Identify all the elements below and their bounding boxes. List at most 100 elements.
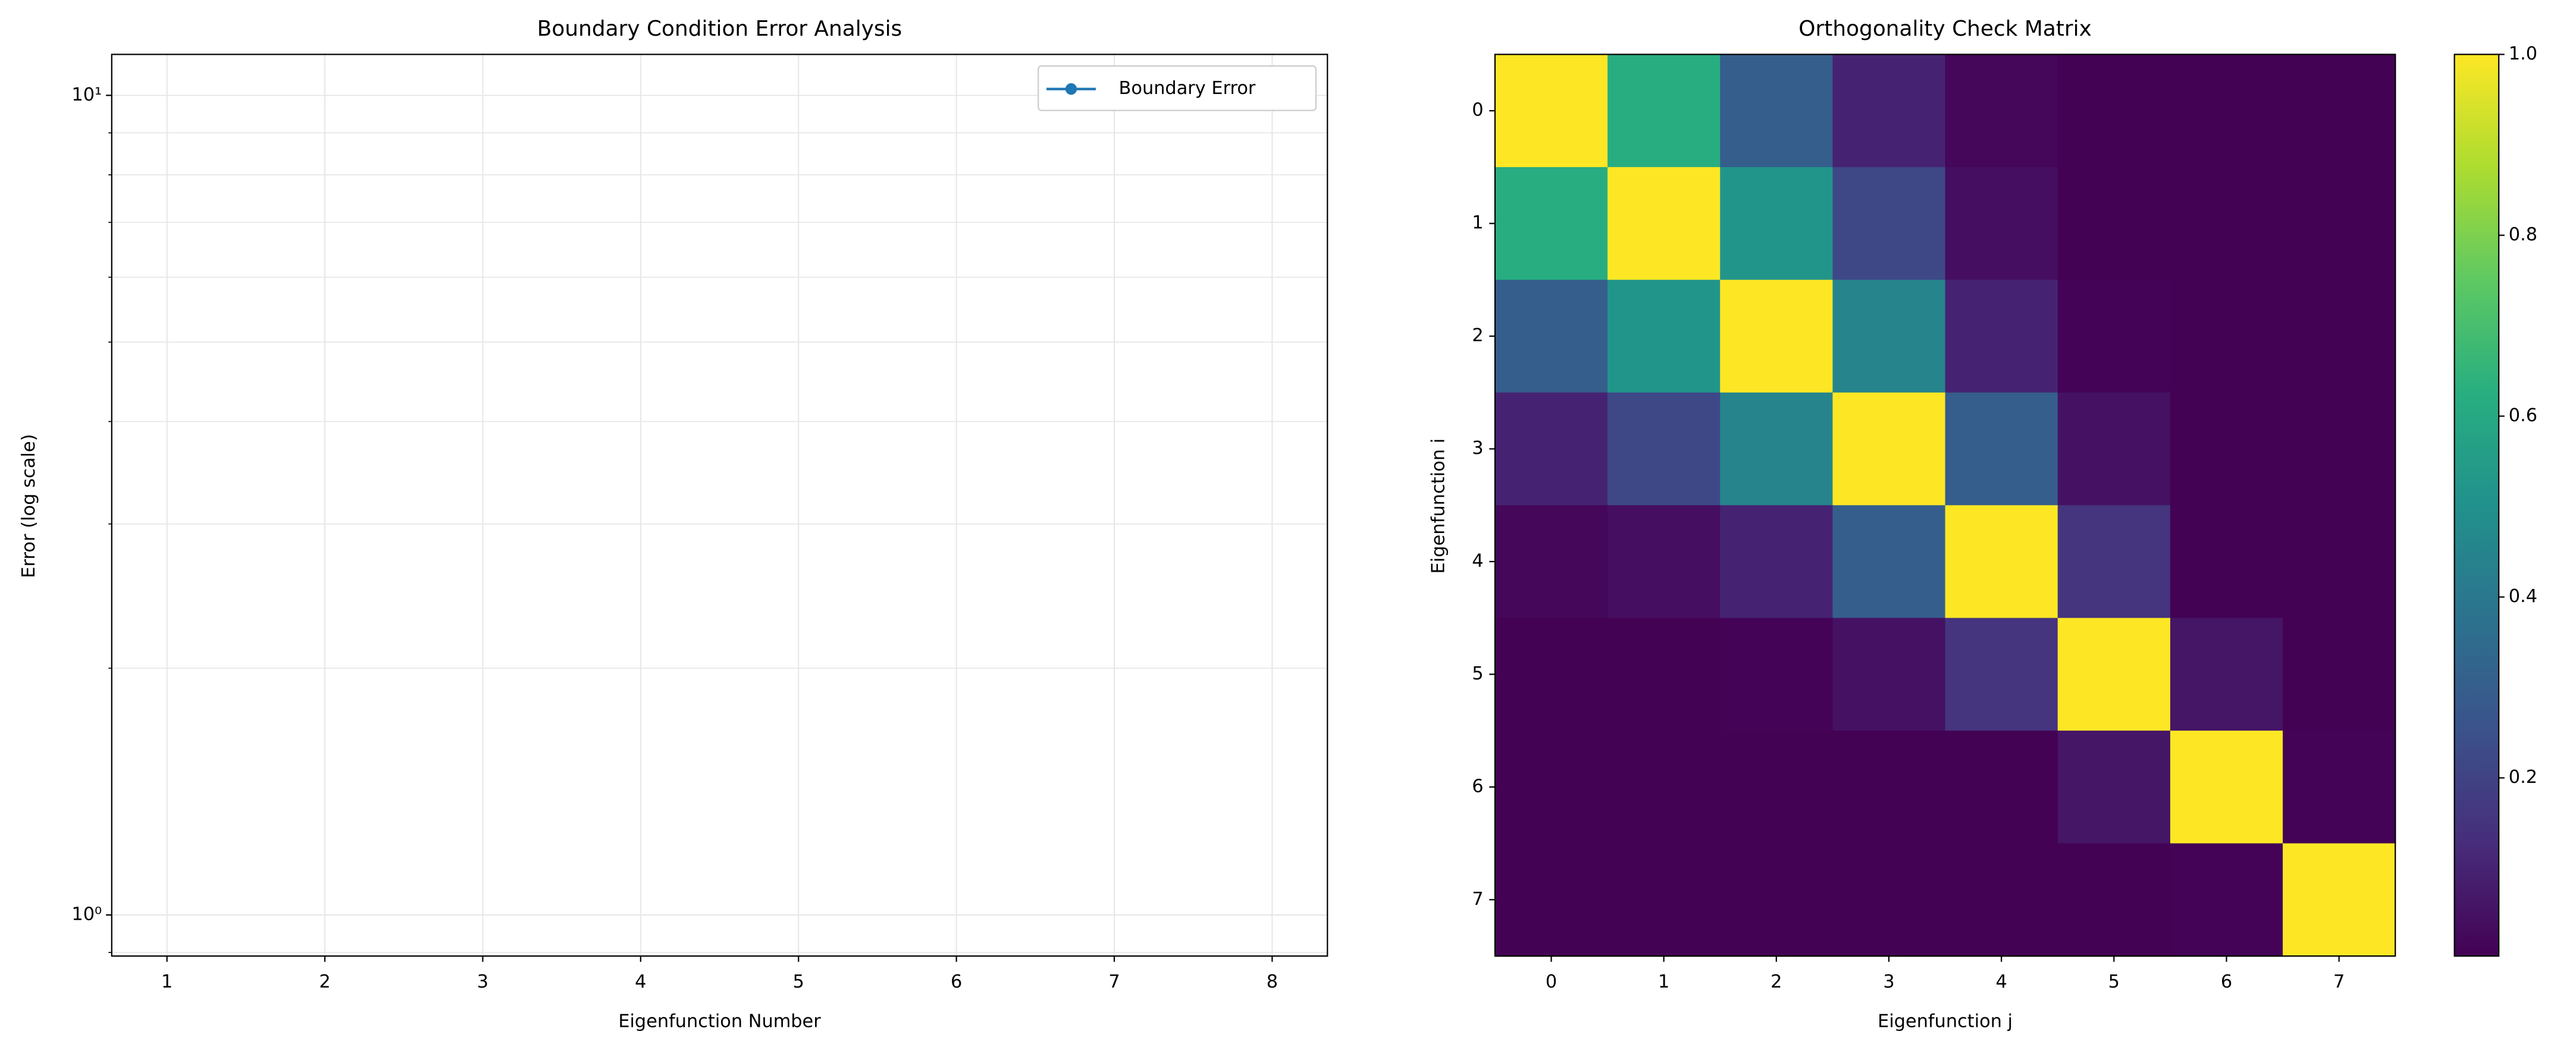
- heatmap-cell: [1832, 392, 1946, 506]
- heatmap-cell: [2170, 392, 2284, 506]
- x-axis-label: Eigenfunction Number: [618, 1011, 821, 1032]
- heatmap-cell: [1607, 392, 1721, 506]
- heatmap-cell: [1607, 731, 1721, 844]
- heatmap-cell: [1720, 167, 1834, 281]
- heatmap-cell: [2170, 167, 2284, 281]
- y-axis-label: Eigenfunction i: [1428, 438, 1449, 574]
- heatmap-cell: [2283, 618, 2396, 732]
- y-tick-label: 7: [1472, 889, 1483, 910]
- heatmap-cell: [1494, 167, 1609, 281]
- heatmap-cell: [2283, 505, 2396, 619]
- heatmap-cell: [1494, 505, 1609, 619]
- y-tick-label: 0: [1472, 100, 1483, 121]
- heatmap-cell: [2057, 843, 2171, 957]
- heatmap-cell: [1832, 843, 1946, 957]
- heatmap-cell: [1607, 167, 1721, 281]
- heatmap-cell: [1945, 843, 2058, 957]
- x-tick-label: 2: [319, 971, 330, 992]
- heatmap-cell: [1494, 618, 1609, 732]
- heatmap-cell: [1494, 731, 1609, 844]
- heatmap-cell: [1607, 843, 1721, 957]
- heatmap-cell: [1494, 843, 1609, 957]
- heatmap-cell: [1720, 843, 1834, 957]
- colorbar-tick-label: 0.2: [2509, 767, 2537, 788]
- heatmap-cell: [1720, 505, 1834, 619]
- heatmap-cell: [1945, 392, 2058, 506]
- heatmap-cell: [2170, 731, 2284, 844]
- colorbar-tick-label: 0.4: [2509, 586, 2537, 607]
- heatmap-cell: [1607, 505, 1721, 619]
- heatmap-cell: [1945, 280, 2058, 393]
- legend-marker: [1065, 83, 1077, 95]
- heatmap-cell: [2057, 618, 2171, 732]
- heatmap-cell: [2283, 54, 2396, 168]
- x-tick-label: 3: [1883, 971, 1894, 992]
- y-tick-label: 1: [1472, 212, 1483, 233]
- chart-title: Orthogonality Check Matrix: [1798, 17, 2092, 41]
- x-tick-label: 7: [2333, 971, 2345, 992]
- y-tick-label: 4: [1472, 550, 1483, 571]
- x-tick-label: 4: [635, 971, 646, 992]
- heatmap-cell: [2057, 280, 2171, 393]
- y-tick-label: 5: [1472, 663, 1483, 684]
- colorbar-tick-label: 1.0: [2509, 43, 2537, 64]
- heatmap-cell: [1832, 167, 1946, 281]
- x-tick-label: 2: [1770, 971, 1782, 992]
- heatmap-cell: [1945, 505, 2058, 619]
- heatmap-cell: [1494, 280, 1609, 393]
- y-tick-label: 10⁰: [71, 904, 102, 924]
- heatmap-cell: [1832, 731, 1946, 844]
- y-axis-label: Error (log scale): [18, 434, 39, 578]
- heatmap-cell: [1945, 731, 2058, 844]
- heatmap-cell: [1607, 618, 1721, 732]
- y-tick-label: 2: [1472, 325, 1483, 346]
- x-tick-label: 5: [793, 971, 804, 992]
- axes-frame: [1494, 54, 2396, 957]
- heatmap-cell: [1945, 618, 2058, 732]
- y-tick-label: 3: [1472, 438, 1483, 459]
- y-tick-label: 6: [1472, 776, 1483, 797]
- colorbar-tick-label: 0.8: [2509, 224, 2537, 245]
- legend-box: [1038, 65, 1317, 111]
- colorbar-tick-label: 0.6: [2509, 405, 2537, 426]
- heatmap-cell: [2283, 731, 2396, 844]
- x-axis-label: Eigenfunction j: [1878, 1011, 2013, 1032]
- x-tick-label: 0: [1546, 971, 1557, 992]
- heatmap-cell: [1607, 54, 1721, 168]
- axes-frame: [111, 54, 1328, 957]
- heatmap-cell: [2170, 505, 2284, 619]
- x-tick-label: 1: [161, 971, 173, 992]
- heatmap-cell: [1832, 505, 1946, 619]
- y-tick-label: 10¹: [71, 84, 102, 105]
- heatmap-cell: [1945, 167, 2058, 281]
- heatmap-cell: [1832, 280, 1946, 393]
- heatmap-cell: [1494, 54, 1609, 168]
- heatmap-cell: [1832, 618, 1946, 732]
- x-tick-label: 7: [1108, 971, 1120, 992]
- heatmap-cell: [1832, 54, 1946, 168]
- heatmap-cell: [1945, 54, 2058, 168]
- legend-label: Boundary Error: [1119, 78, 1256, 99]
- x-tick-label: 6: [951, 971, 962, 992]
- heatmap-cell: [2057, 505, 2171, 619]
- heatmap-cell: [1607, 280, 1721, 393]
- heatmap-cell: [2170, 843, 2284, 957]
- heatmap-cell: [1720, 731, 1834, 844]
- heatmap-cell: [2283, 392, 2396, 506]
- heatmap-cell: [1720, 54, 1834, 168]
- heatmap-cell: [2057, 54, 2171, 168]
- heatmap-cell: [2057, 392, 2171, 506]
- heatmap-cell: [1720, 618, 1834, 732]
- heatmap-cell: [2057, 731, 2171, 844]
- colorbar: [2453, 54, 2500, 957]
- heatmap-cell: [2057, 167, 2171, 281]
- x-tick-label: 5: [2108, 971, 2120, 992]
- heatmap-cell: [1720, 280, 1834, 393]
- x-tick-label: 6: [2221, 971, 2232, 992]
- heatmap-cell: [2170, 54, 2284, 168]
- x-tick-label: 1: [1658, 971, 1669, 992]
- heatmap-cell: [2283, 280, 2396, 393]
- heatmap-cell: [1494, 392, 1609, 506]
- heatmap-cell: [2283, 843, 2396, 957]
